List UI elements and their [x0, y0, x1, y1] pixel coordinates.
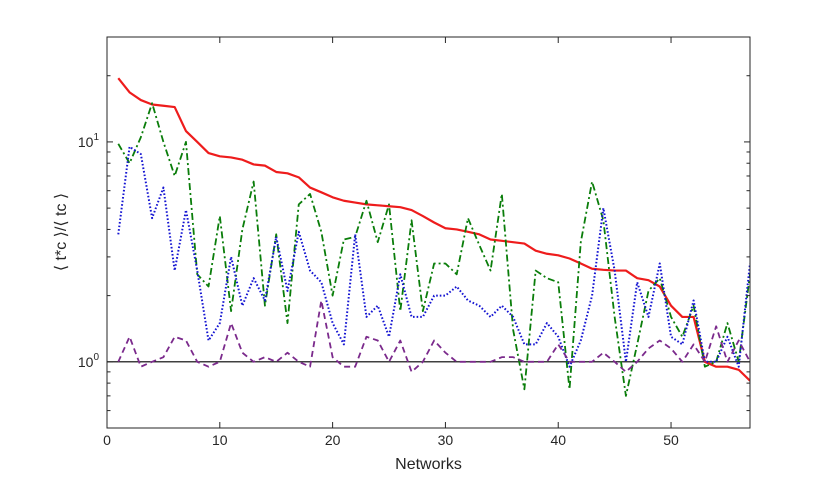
- x-tick-label-50: 50: [663, 432, 679, 448]
- x-tick-label-0: 0: [103, 432, 111, 448]
- x-tick-label-40: 40: [550, 432, 566, 448]
- series-layer: [117, 77, 750, 397]
- tick-labels: 0 10 20 30 40 50 100 101: [78, 132, 679, 448]
- series-line-2: [117, 102, 750, 397]
- series-line-4: [117, 299, 750, 373]
- plot-frame: [106, 36, 751, 429]
- x-tick-label-30: 30: [438, 432, 454, 448]
- series-line-1: [117, 77, 750, 382]
- ticks-layer: [106, 36, 750, 429]
- series-line-3: [117, 145, 750, 368]
- y-tick-label-10: 101: [78, 132, 100, 150]
- y-tick-label-1: 100: [78, 352, 100, 370]
- x-axis-label: Networks: [395, 456, 462, 473]
- x-tick-label-20: 20: [325, 432, 341, 448]
- x-tick-label-10: 10: [212, 432, 228, 448]
- y-axis-label: ⟨ t*c ⟩/⟨ tc ⟩: [53, 193, 70, 271]
